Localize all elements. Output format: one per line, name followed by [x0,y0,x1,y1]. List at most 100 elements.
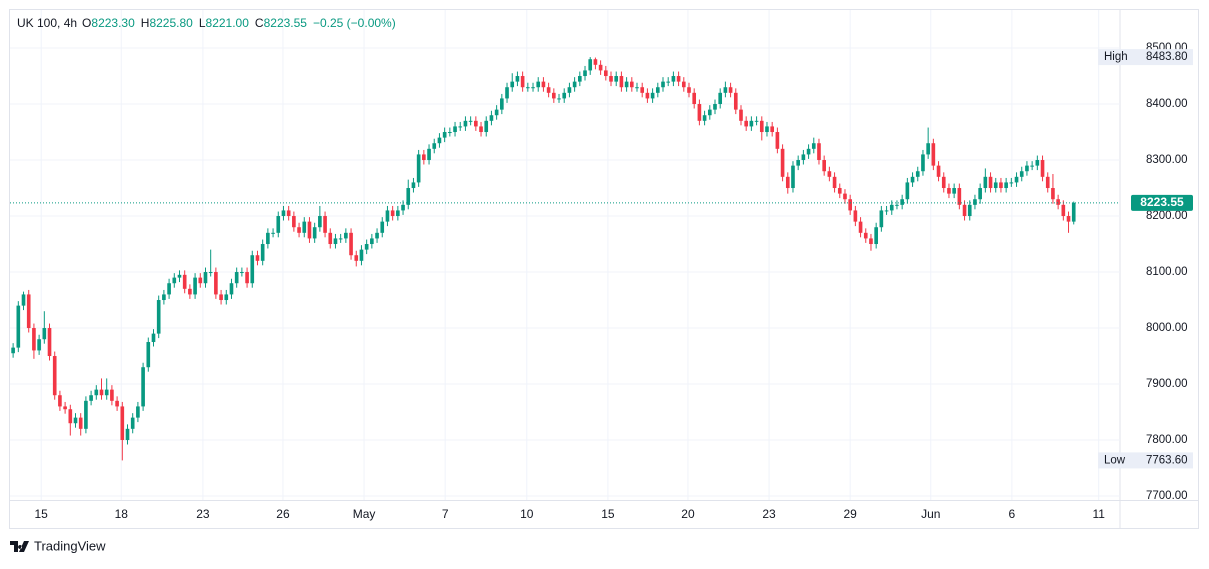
candle-body [801,154,806,161]
candle-body [707,109,712,116]
frame [9,9,1199,529]
ohlc-key: L [199,16,206,30]
grid [10,10,1120,500]
candle-body [136,406,140,418]
candle-body [172,277,177,284]
candle-body [338,238,343,240]
candle-body [32,328,36,351]
candle-body [723,87,728,93]
candle-body [260,244,265,261]
x-tick-label: 23 [762,507,776,521]
candle-body [770,126,775,133]
candle-body [931,143,936,166]
candle-body [785,176,790,189]
candle-body [505,87,509,99]
y-tick-label: 8300.00 [1146,154,1188,166]
candle-body [318,216,322,228]
candle-body [276,216,281,233]
candle-body [484,120,489,133]
candle-body [629,81,634,88]
candle-body [733,92,738,110]
candle-body [780,148,785,177]
candle-body [562,92,567,99]
candle-body [463,120,468,127]
candle-body [130,417,135,429]
candle-body [520,76,525,88]
candle-body [791,165,795,189]
candle-body [42,328,47,340]
candle-body [432,143,437,149]
candle-body [266,232,270,245]
candle-body [250,255,255,284]
candle-body [921,154,925,172]
candle-body [739,109,743,121]
candle-body [853,210,858,222]
candle-body [1045,176,1050,189]
candle-body [817,143,821,161]
candle-body [84,400,88,429]
candle-body [125,428,130,441]
candle-body [229,283,234,295]
candle-body [286,210,291,217]
badge-price: 8483.80 [1146,51,1188,63]
candle-body [416,154,421,183]
candle-body [526,87,530,89]
candle-body [624,81,629,88]
candle-body [89,395,93,401]
candle-body [577,76,582,82]
candle-body [999,182,1003,189]
brand: TradingView [34,538,106,553]
y-tick-label: 8100.00 [1146,266,1188,278]
candle-body [203,272,208,284]
candle-body [1014,176,1019,183]
candle-body [214,272,218,295]
candle-body [765,126,769,133]
candle-body [385,210,390,222]
candle-body [863,232,868,239]
candle-body [219,294,223,301]
y-tick-label: 7900.00 [1146,378,1188,390]
candle-body [593,59,598,65]
candle-body [598,64,603,71]
badge-label: High [1104,51,1128,63]
candle-body [500,98,504,110]
last-price-badge [1131,194,1193,211]
candle-body [146,342,151,368]
candle-body [120,406,125,441]
candle-body [614,76,619,82]
candle-body [967,204,972,217]
candle-body [661,81,665,88]
candle-body [952,188,956,194]
candle-body [806,148,811,155]
candle-body [759,120,764,133]
candle-body [874,227,878,245]
candle-body [390,210,395,217]
candle-body [52,356,57,396]
candle-body [323,216,327,233]
candle-body [973,199,977,205]
candle-body [531,87,535,89]
candle-body [515,76,520,82]
candle-body [588,59,593,71]
candle-body [396,210,400,217]
candle-body [234,272,239,284]
candle-body [162,294,166,301]
candle-body [448,132,452,134]
candle-body [1061,204,1066,217]
candle-body [728,87,733,93]
axes: 8500.008400.008300.008200.008100.008000.… [10,42,1193,521]
candle-body [552,92,556,99]
candle-body [115,400,119,407]
candle-body [619,76,624,88]
candle-body [73,417,78,424]
candle-body [983,176,988,189]
candle-body [474,120,478,127]
candle-body [702,115,707,121]
candle-body [468,120,473,122]
candle-body [905,182,910,200]
candle-body [437,137,442,144]
candle-body [359,249,364,261]
candle-body [697,104,702,121]
x-tick-label: 20 [681,507,695,521]
